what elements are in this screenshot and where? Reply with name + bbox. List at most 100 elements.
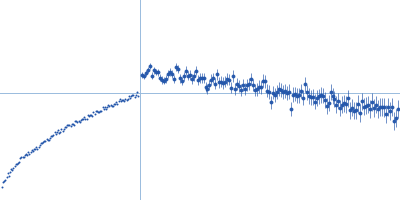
Point (15, 162, 21, 165)
Point (129, 94, 136, 97)
Point (23, 152, 29, 155)
Point (110, 104, 116, 107)
Point (107, 103, 114, 106)
Point (38, 141, 44, 144)
Point (135, 94, 141, 97)
Point (47, 136, 53, 140)
Point (89, 114, 96, 117)
Point (31, 147, 37, 150)
Point (115, 100, 122, 103)
Point (75, 120, 82, 123)
Point (120, 98, 126, 101)
Point (108, 105, 115, 108)
Point (14, 163, 20, 166)
Point (98, 109, 105, 113)
Point (96, 110, 102, 113)
Point (112, 102, 118, 105)
Point (97, 109, 104, 113)
Point (121, 100, 128, 103)
Point (25, 150, 32, 154)
Point (22, 154, 28, 157)
Point (9, 168, 16, 171)
Point (76, 120, 83, 123)
Point (119, 99, 125, 102)
Point (6, 174, 12, 177)
Point (36, 144, 43, 147)
Point (124, 97, 131, 100)
Point (10, 167, 17, 170)
Point (63, 125, 69, 129)
Point (58, 127, 65, 130)
Point (35, 145, 42, 149)
Point (126, 95, 132, 98)
Point (2, 179, 9, 182)
Point (39, 141, 45, 145)
Point (7, 171, 13, 174)
Point (34, 147, 41, 151)
Point (78, 118, 84, 121)
Point (104, 105, 110, 109)
Point (60, 128, 67, 131)
Point (80, 118, 86, 121)
Point (73, 120, 80, 123)
Point (19, 156, 26, 159)
Point (16, 160, 22, 164)
Point (42, 140, 49, 143)
Point (3, 176, 10, 179)
Point (132, 93, 139, 97)
Point (54, 131, 60, 134)
Point (81, 115, 88, 119)
Point (50, 134, 57, 137)
Point (88, 114, 94, 117)
Point (116, 97, 123, 100)
Point (134, 91, 140, 94)
Point (62, 126, 68, 129)
Point (123, 99, 130, 102)
Point (131, 95, 138, 98)
Point (102, 105, 108, 109)
Point (11, 165, 18, 168)
Point (1, 179, 8, 182)
Point (33, 146, 40, 149)
Point (26, 152, 33, 155)
Point (0, 186, 5, 189)
Point (83, 117, 90, 121)
Point (84, 114, 91, 117)
Point (67, 125, 74, 128)
Point (122, 97, 129, 100)
Point (100, 107, 107, 110)
Point (91, 112, 98, 115)
Point (79, 117, 85, 120)
Point (52, 132, 59, 135)
Point (56, 132, 62, 135)
Point (86, 115, 92, 118)
Point (74, 120, 81, 123)
Point (92, 109, 99, 112)
Point (41, 139, 48, 142)
Point (106, 105, 113, 108)
Point (65, 124, 72, 127)
Point (70, 122, 76, 125)
Point (59, 129, 66, 132)
Point (57, 131, 64, 134)
Point (99, 106, 106, 109)
Point (49, 134, 56, 137)
Point (12, 162, 19, 165)
Point (118, 99, 124, 103)
Point (18, 156, 25, 159)
Point (0, 181, 6, 184)
Point (27, 150, 34, 154)
Point (44, 138, 51, 141)
Point (128, 95, 134, 98)
Point (95, 110, 101, 113)
Point (71, 123, 77, 126)
Point (130, 94, 137, 97)
Point (51, 131, 58, 134)
Point (43, 138, 50, 141)
Point (105, 104, 112, 107)
Point (48, 135, 54, 138)
Point (90, 111, 97, 114)
Point (113, 101, 120, 104)
Point (55, 129, 61, 132)
Point (87, 114, 93, 117)
